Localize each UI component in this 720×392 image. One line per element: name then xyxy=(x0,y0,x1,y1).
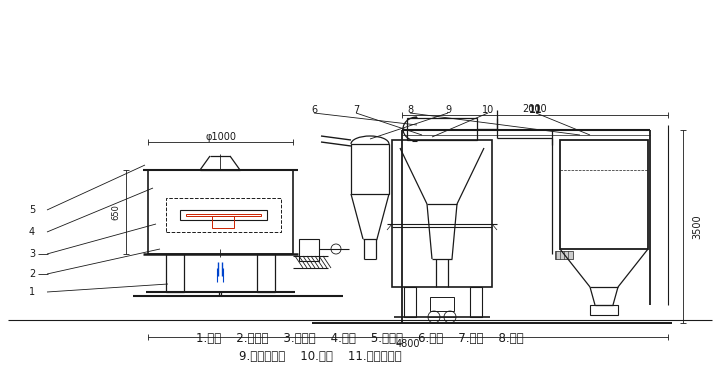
Text: 2: 2 xyxy=(29,269,35,279)
Text: 2000: 2000 xyxy=(523,104,547,114)
Text: 10: 10 xyxy=(482,105,494,115)
Bar xyxy=(560,140,648,249)
Text: 3500: 3500 xyxy=(692,214,702,239)
Bar xyxy=(430,297,454,311)
Text: φ1000: φ1000 xyxy=(205,132,236,142)
Text: 6: 6 xyxy=(311,105,317,115)
Bar xyxy=(407,118,477,140)
Bar xyxy=(212,216,234,228)
Bar xyxy=(186,214,261,216)
Bar xyxy=(257,254,275,292)
Bar xyxy=(148,170,293,254)
Text: 9: 9 xyxy=(445,105,451,115)
Text: 11: 11 xyxy=(529,105,543,115)
Bar xyxy=(166,254,184,292)
Bar xyxy=(180,210,267,220)
Text: 650: 650 xyxy=(112,204,120,220)
Text: 4800: 4800 xyxy=(396,339,420,349)
Bar xyxy=(392,140,492,287)
Bar xyxy=(351,144,389,194)
Bar xyxy=(470,287,482,317)
Bar xyxy=(404,287,416,317)
Text: 7: 7 xyxy=(353,105,359,115)
Text: 1: 1 xyxy=(29,287,35,297)
Text: 9.旋风分离器    10.支架    11.布袋除尘器: 9.旋风分离器 10.支架 11.布袋除尘器 xyxy=(239,350,401,363)
Bar xyxy=(590,305,618,315)
Text: 3: 3 xyxy=(29,249,35,259)
Bar xyxy=(166,198,281,232)
Text: 8: 8 xyxy=(407,105,413,115)
Text: 4: 4 xyxy=(29,227,35,237)
Bar xyxy=(299,239,319,261)
Bar xyxy=(555,251,573,259)
Text: 1.底座    2.回风道    3.激振器    4.筛网    5.进料斗    6.风机    7.绞龙    8.料仓: 1.底座 2.回风道 3.激振器 4.筛网 5.进料斗 6.风机 7.绞龙 8.… xyxy=(196,332,524,345)
Text: 5: 5 xyxy=(29,205,35,215)
